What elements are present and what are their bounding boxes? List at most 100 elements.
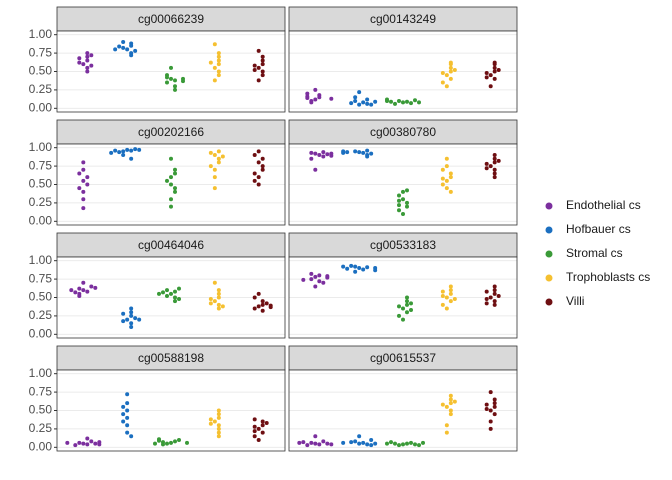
- point: [353, 439, 358, 444]
- point: [369, 443, 374, 448]
- point: [484, 161, 489, 166]
- point: [448, 189, 453, 194]
- point: [353, 95, 358, 100]
- point: [216, 408, 221, 413]
- point: [484, 402, 489, 407]
- point: [349, 101, 354, 106]
- point: [393, 101, 397, 106]
- point: [121, 149, 126, 154]
- point: [444, 156, 449, 161]
- point: [440, 402, 445, 407]
- point: [252, 178, 257, 183]
- point: [85, 65, 90, 70]
- point: [81, 197, 86, 202]
- point: [256, 291, 261, 296]
- point: [397, 193, 401, 198]
- point: [81, 189, 86, 194]
- point: [357, 150, 362, 155]
- point: [161, 290, 165, 295]
- point: [365, 265, 370, 270]
- point: [69, 288, 74, 293]
- y-tick-label: 1.00: [29, 366, 53, 380]
- point: [177, 437, 181, 442]
- point: [212, 78, 217, 83]
- point: [169, 65, 173, 70]
- point: [353, 149, 358, 154]
- point: [405, 295, 409, 300]
- point: [313, 97, 318, 102]
- point: [492, 167, 497, 172]
- point: [488, 73, 493, 78]
- point: [492, 299, 497, 304]
- point: [301, 277, 306, 282]
- point: [153, 441, 157, 446]
- point: [484, 296, 489, 301]
- point: [313, 167, 318, 172]
- point: [317, 273, 322, 278]
- point: [448, 408, 453, 413]
- point: [173, 171, 177, 176]
- point: [85, 182, 90, 187]
- point: [125, 147, 130, 152]
- point: [89, 53, 94, 58]
- point: [309, 271, 314, 276]
- point: [313, 434, 318, 439]
- point: [405, 204, 409, 209]
- point: [488, 426, 493, 431]
- panel-title: cg00533183: [370, 238, 436, 252]
- point: [385, 97, 389, 102]
- point: [444, 164, 449, 169]
- point: [125, 317, 130, 322]
- point: [329, 442, 334, 447]
- legend-key: [545, 250, 553, 258]
- point: [492, 412, 497, 417]
- point: [325, 152, 330, 157]
- point: [125, 430, 130, 435]
- point: [121, 153, 126, 158]
- point: [173, 78, 177, 83]
- point: [81, 178, 86, 183]
- strip-background: [56, 345, 286, 371]
- point: [397, 208, 401, 213]
- point: [309, 156, 314, 161]
- point: [256, 65, 261, 70]
- point: [216, 412, 221, 417]
- point: [216, 295, 221, 300]
- point: [492, 171, 497, 176]
- point: [488, 164, 493, 169]
- point: [417, 443, 421, 448]
- point: [373, 268, 378, 273]
- point: [496, 294, 501, 299]
- point: [321, 280, 326, 285]
- point: [405, 302, 409, 307]
- point: [349, 440, 354, 445]
- point: [216, 434, 221, 439]
- point: [389, 99, 393, 104]
- point: [81, 441, 86, 446]
- point: [97, 442, 102, 447]
- point: [341, 440, 346, 445]
- point: [169, 440, 173, 445]
- point: [212, 65, 217, 70]
- point: [81, 280, 86, 285]
- point: [208, 417, 213, 422]
- point: [125, 392, 130, 397]
- point: [125, 401, 130, 406]
- point: [401, 197, 405, 202]
- point: [216, 302, 221, 307]
- point: [93, 285, 98, 290]
- strip-background: [288, 6, 518, 32]
- point: [492, 60, 497, 65]
- point: [77, 171, 82, 176]
- legend-label: Trophoblasts cs: [566, 270, 650, 284]
- point: [365, 101, 370, 106]
- panel-border: [288, 369, 518, 452]
- point: [440, 80, 445, 85]
- point: [417, 100, 421, 105]
- point: [341, 149, 346, 154]
- point: [129, 156, 134, 161]
- strip-background: [56, 119, 286, 145]
- point: [448, 76, 453, 81]
- point: [208, 296, 213, 301]
